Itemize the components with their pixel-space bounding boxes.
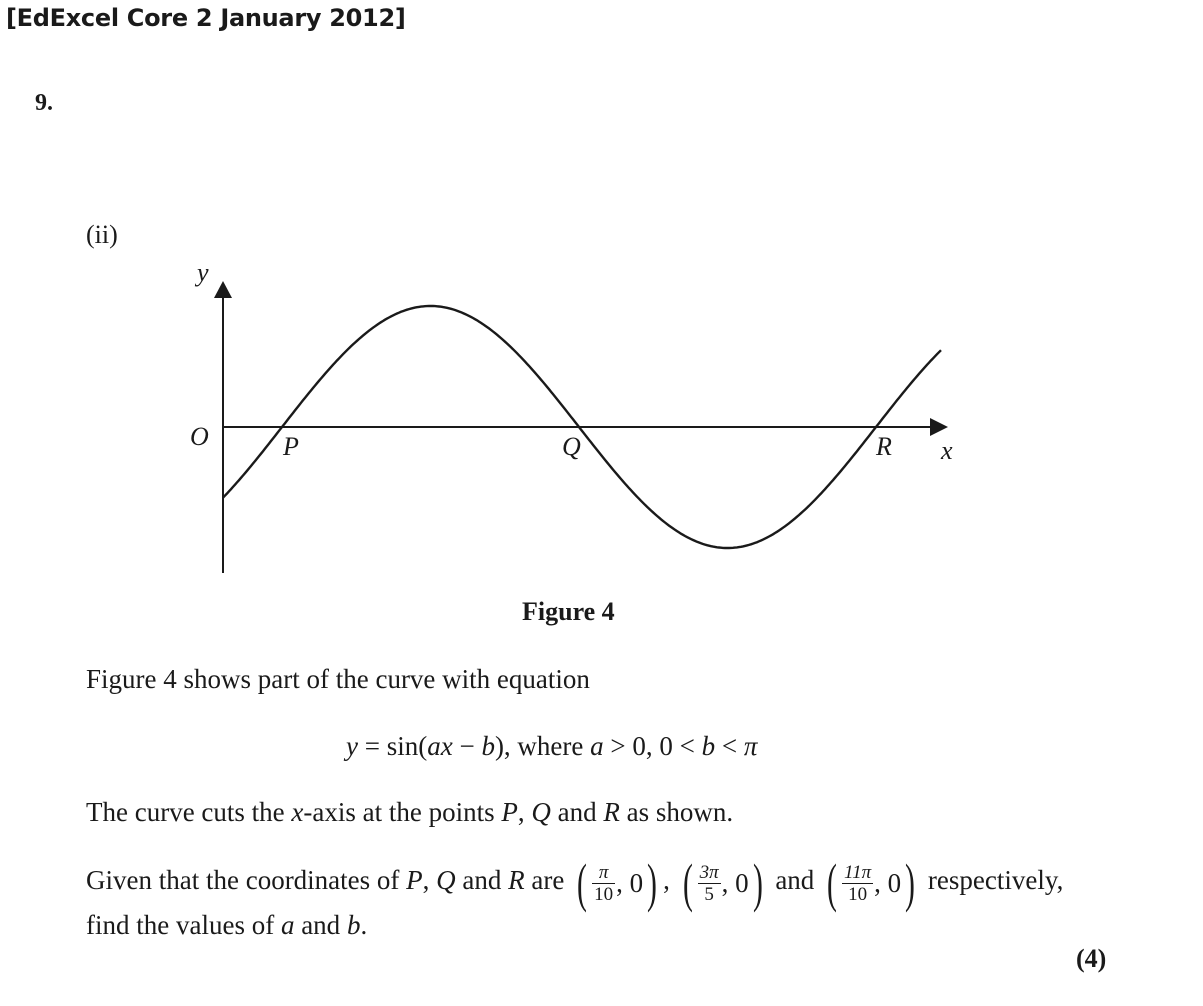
coord-P-denominator: 10 — [594, 883, 614, 905]
y-axis-label: y — [194, 258, 209, 287]
question-text-line-4: find the values of a and b. — [86, 910, 367, 941]
curve-equation: y = sin(ax − b), where a > 0, 0 < b < π — [346, 731, 757, 762]
question-text-line-2: The curve cuts the x-axis at the points … — [86, 797, 733, 828]
line4-a: a — [280, 910, 295, 940]
coord-separator-1: , — [663, 865, 677, 896]
coordinate-R: (11π 10, 0) — [827, 853, 916, 913]
coord-R-zero: , 0 — [874, 867, 902, 898]
eq-minus: − — [452, 731, 482, 761]
eq-pi: π — [743, 731, 758, 761]
line2-R: R — [603, 797, 620, 827]
line3-part-e: respectively, — [921, 865, 1064, 896]
eq-y: y — [346, 731, 358, 761]
question-text-line-1: Figure 4 shows part of the curve with eq… — [86, 664, 590, 694]
eq-condition-2: < — [715, 731, 744, 761]
line3-part-b: , — [422, 865, 437, 896]
point-r-label: R — [875, 432, 892, 461]
x-axis-label: x — [940, 436, 953, 465]
line4-part-a: find the values of — [86, 910, 281, 940]
question-number: 9. — [35, 90, 53, 116]
eq-ax: ax — [427, 731, 453, 761]
coordinate-P: (π 10, 0) — [577, 853, 658, 913]
line3-R: R — [508, 865, 525, 896]
question-text-line-3: Given that the coordinates of P, Q and R… — [86, 856, 1063, 910]
sine-curve — [222, 304, 942, 550]
figure-caption: Figure 4 — [522, 597, 615, 626]
y-axis-arrowhead — [214, 281, 232, 298]
eq-b: b — [481, 731, 495, 761]
coord-R-numerator: 11π — [842, 861, 874, 884]
line2-part-c: , — [517, 797, 532, 827]
line3-P: P — [406, 865, 423, 896]
line2-part-e: as shown. — [619, 797, 734, 827]
line2-P: P — [501, 797, 518, 827]
line2-Q: Q — [531, 797, 551, 827]
origin-label: O — [190, 422, 209, 451]
coordinate-Q: (3π 5, 0) — [682, 853, 763, 913]
line3-part-d: are — [524, 865, 565, 896]
marks-allocation: (4) — [1076, 944, 1107, 973]
line2-x: x — [291, 797, 304, 827]
eq-b-condition: b — [701, 731, 716, 761]
coord-P-numerator: π — [592, 862, 616, 884]
coord-separator-2: and — [768, 865, 822, 896]
line2-part-a: The curve cuts the — [86, 797, 292, 827]
line3-part-a: Given that the coordinates of — [86, 865, 407, 896]
line4-b: b — [346, 910, 361, 940]
exam-source-title: [EdExcel Core 2 January 2012] — [6, 4, 406, 32]
eq-condition-1: > 0, 0 < — [603, 731, 702, 761]
line2-part-b: -axis at the points — [303, 797, 502, 827]
eq-close: ), where — [494, 731, 591, 761]
coord-Q-numerator: 3π — [697, 861, 721, 884]
line4-part-b: and — [294, 910, 347, 940]
coord-P-zero: , 0 — [616, 867, 644, 898]
part-label: (ii) — [86, 220, 118, 249]
x-axis-arrowhead — [930, 418, 948, 436]
coord-Q-denominator: 5 — [704, 883, 714, 905]
point-p-label: P — [282, 432, 299, 461]
coord-R-denominator: 10 — [848, 883, 868, 905]
line3-part-c: and — [455, 865, 509, 896]
point-q-label: Q — [562, 432, 581, 461]
eq-main: = sin( — [357, 731, 428, 761]
eq-a-condition: a — [590, 731, 604, 761]
line3-Q: Q — [436, 865, 456, 896]
coord-Q-zero: , 0 — [721, 867, 749, 898]
line2-part-d: and — [550, 797, 604, 827]
line4-part-c: . — [360, 910, 368, 940]
